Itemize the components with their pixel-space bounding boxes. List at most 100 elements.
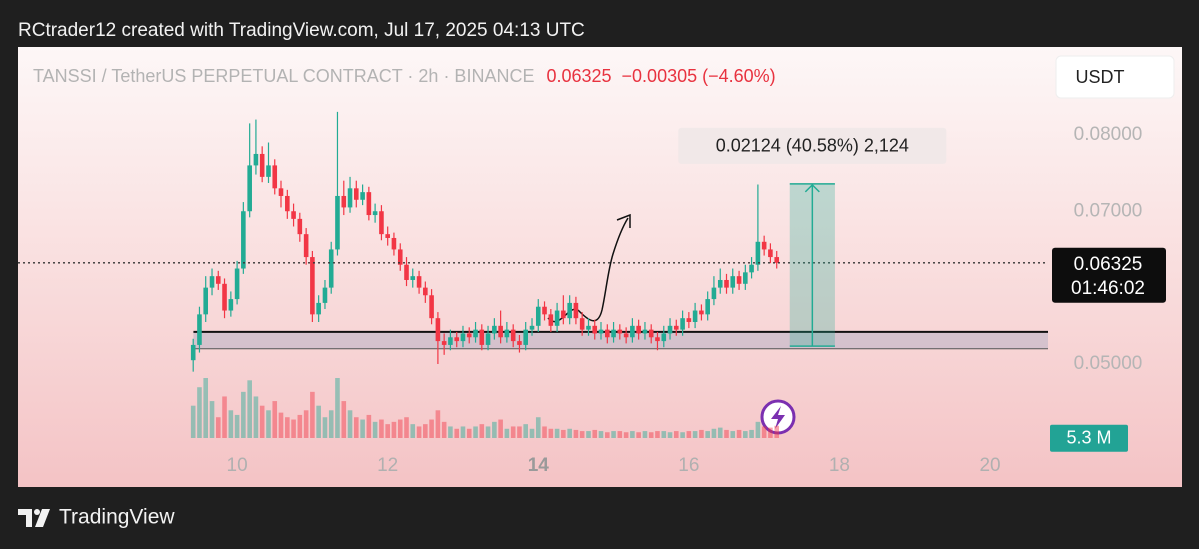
volume-bar [473,426,478,438]
candle-body [761,241,767,250]
volume-bar [485,426,491,438]
volume-bar [291,419,296,438]
candle-body [366,192,372,216]
volume-tag [1050,424,1128,452]
candle-body [353,188,359,200]
icon-bolt[interactable] [771,406,785,429]
candle-body [466,333,472,338]
candle-body [266,165,271,177]
candle-body [730,276,736,288]
candle-body [278,188,284,196]
volume-bar [410,424,416,438]
candle-body [247,165,252,212]
volume-bar [247,380,252,438]
brand-logo [18,509,50,527]
candle-body [291,211,296,219]
volume-bar [768,427,773,438]
candle-body [285,195,290,212]
candle-body [272,165,278,189]
volume-bar [573,429,579,438]
candle-body [561,310,566,319]
candle-body [454,337,460,342]
volume-bar [680,432,685,438]
candle-body [360,192,365,200]
volume-bar [661,431,667,438]
volume-bar [542,426,547,438]
candle-body [611,329,616,338]
volume-bar [743,431,748,438]
volume-bar [498,419,503,438]
volume-bar [285,417,290,438]
candle-body [379,211,384,235]
logo-part [34,509,40,515]
volume-bar [215,417,221,438]
volume-bar [579,431,585,438]
measure-label: 0.02124 (40.58%) 2,124 [716,136,909,156]
volume-bar [366,414,372,438]
page-title: RCtrader12 created with TradingView.com,… [18,20,585,41]
candle-body [667,325,673,334]
candle-body [397,249,403,265]
y-tick-label: 0.07000 [1074,200,1143,221]
candle-body [554,310,560,326]
price-change: −0.00305 (−4.60%) [622,66,776,86]
candle-body [391,237,397,250]
volume-bar [353,417,359,438]
candle-body [504,329,510,338]
candle-body [479,329,485,345]
candle-body [598,329,604,334]
volume-bar [416,426,422,438]
volume-bar [529,428,535,438]
candle-body [655,337,660,342]
candle-body [630,325,635,338]
volume-bar [328,410,334,438]
volume-tag-label: 5.3 M [1066,428,1111,448]
volume-bar [241,391,246,438]
candle-body [573,302,579,319]
volume-bar [523,424,528,438]
support-zone [193,331,1049,349]
x-tick-label: 14 [528,455,550,476]
volume-bar [736,429,742,438]
lightning-icon[interactable] [760,399,796,435]
volume-bar [535,417,541,438]
candle-body [523,329,528,345]
candle-body [448,337,453,345]
volume-bar [554,428,560,438]
volume-bar [209,401,215,438]
candle-body [517,341,522,345]
candle-body [492,325,497,334]
brand-name: TradingView [59,506,175,529]
x-tick-label: 20 [979,455,1000,476]
volume-bar [391,421,397,438]
volume-bar [699,429,704,438]
candle-body [743,272,748,284]
price-tag-countdown: 01:46:02 [1071,278,1145,299]
candle-body [636,325,641,334]
volume-bar [379,419,384,438]
volume-bar [297,414,303,438]
candle-body [253,153,259,166]
volume-bar [655,431,660,438]
volume-bar [686,431,692,438]
measure-label-box [678,127,947,164]
candle-body [429,295,434,319]
currency-label[interactable]: USDT [1076,67,1125,87]
candle-body [623,333,629,338]
volume-bar [705,431,710,438]
volume-bar [636,432,641,438]
volume-bar [673,431,679,438]
volume-bar [774,425,780,438]
candle-body [711,287,717,300]
candle-body [416,276,422,288]
volume-bar [303,410,309,438]
volume-bar [222,396,227,438]
candle-body [322,287,328,303]
candle-body [328,249,334,288]
volume-bar [310,391,315,438]
candle-body [203,287,209,315]
currency-button[interactable] [1055,55,1175,99]
volume-bar [259,405,265,438]
volume-bar [761,426,767,438]
volume-bar [517,426,522,438]
